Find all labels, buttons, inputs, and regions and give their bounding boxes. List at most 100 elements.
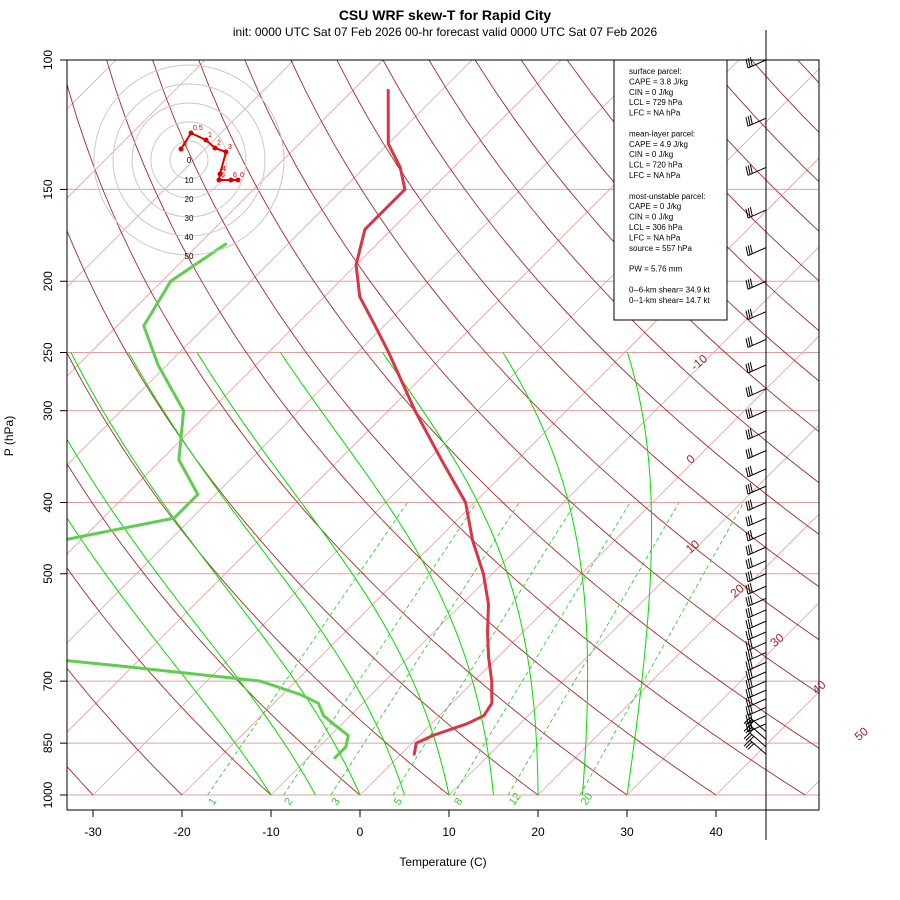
wind-barb-flag (747, 530, 751, 541)
info-line: source = 557 hPa (629, 244, 692, 253)
hodograph-ring-label: 50 (185, 252, 194, 261)
wind-barb-flag (745, 726, 753, 734)
wind-barb-flag (749, 361, 753, 372)
mixing-ratio-label: 3 (329, 796, 342, 808)
wind-barb-flag (745, 651, 749, 661)
wind-barb (747, 364, 767, 374)
wind-barb (747, 652, 767, 661)
dry-adiabat (67, 229, 539, 796)
isotherm-label: 40 (809, 677, 828, 697)
info-line: LCL = 306 hPa (629, 223, 683, 232)
wind-barb-flag (747, 362, 751, 373)
dry-adiabat (844, 60, 900, 795)
hodograph-point-label: 3 (228, 144, 232, 151)
info-line: PW = 5.76 mm (629, 265, 682, 274)
wind-barb-flag (749, 206, 753, 217)
wind-barb (747, 573, 767, 583)
wind-barb-flag (749, 465, 753, 476)
wind-barb-flag (747, 408, 751, 418)
wind-barb (747, 532, 767, 542)
mixing-ratio-line (330, 502, 520, 796)
wind-barb-flag (745, 485, 749, 495)
wind-barb-flag (749, 678, 753, 688)
dry-adiabat (474, 60, 819, 433)
wind-barb-flag (749, 529, 753, 540)
wind-barb (747, 209, 767, 219)
wind-barb-flag (745, 246, 749, 256)
wind-barb (747, 166, 767, 176)
wind-barb-flag (747, 245, 751, 255)
wind-barb-flag (745, 117, 749, 127)
hodograph-ring-label: 40 (185, 233, 194, 242)
wind-barb (747, 410, 767, 420)
wind-barb (747, 620, 767, 630)
wind-barb-flag (749, 483, 753, 493)
wind-barb-flag (745, 559, 749, 569)
wind-barb (749, 739, 767, 755)
dry-adiabat (751, 60, 819, 133)
wind-barb-flag (749, 336, 753, 346)
wind-barb-flag (749, 164, 753, 174)
wind-barb-flag (743, 724, 751, 732)
wind-barb-flag (749, 308, 753, 318)
hodograph-ring (93, 64, 285, 256)
wind-barb-flag (747, 619, 751, 629)
isotherm-label: 10 (683, 537, 702, 557)
wind-barb (747, 311, 767, 321)
mixing-ratio-line (283, 502, 477, 796)
dry-adiabat (67, 567, 272, 796)
y-tick-label: 300 (41, 400, 55, 420)
wind-barb (747, 680, 767, 690)
dry-adiabat (152, 60, 806, 796)
hodograph-point-label: 5 (221, 172, 225, 179)
wind-barb (747, 661, 767, 671)
wind-barb-flag (743, 732, 751, 740)
wind-barb-flag (745, 670, 749, 681)
y-axis-title: P (hPa) (2, 416, 16, 456)
dry-adiabat (106, 60, 717, 796)
info-line: CIN = 0 J/kg (629, 150, 673, 159)
wind-barb-flag (747, 584, 751, 594)
wind-barb-flag (745, 338, 749, 348)
info-line: CAPE = 4.9 J/kg (629, 140, 688, 149)
wind-barb-flag (749, 570, 753, 580)
wind-barb (747, 247, 767, 257)
x-tick-label: -20 (173, 825, 191, 839)
wind-barb-flag (745, 310, 749, 320)
wind-barb-flag (749, 56, 753, 67)
wind-barb-flag (749, 515, 753, 525)
info-line: 0--6-km shear= 34.9 kt (629, 285, 710, 294)
wind-barb-flag (745, 630, 749, 641)
wind-barb-flag (745, 501, 749, 511)
dry-adiabat (67, 462, 361, 796)
wind-barb (747, 546, 767, 556)
isotherm-label: -10 (688, 351, 711, 373)
wind-barb-flag (747, 688, 751, 698)
wind-barb-flag (747, 448, 751, 458)
wind-barb-flag (747, 279, 751, 289)
wind-barb-flag (745, 608, 749, 619)
mixing-ratio-label: 2 (282, 796, 295, 808)
wind-barb-flag (749, 628, 753, 639)
info-line: LFC = NA hPa (629, 233, 681, 242)
isotherm-line (67, 60, 295, 288)
info-line: CAPE = 0 J/kg (629, 202, 681, 211)
wind-barb-flag (747, 660, 751, 670)
wind-barb-flag (749, 385, 753, 395)
isotherm-label: 30 (767, 630, 786, 650)
dry-adiabat (198, 60, 819, 749)
wind-barb-flag (745, 166, 749, 176)
isotherm-line (67, 60, 651, 644)
wind-barb-flag (749, 583, 753, 593)
wind-barb (747, 517, 767, 527)
plot-frame (66, 59, 820, 811)
hodograph-ring-label: 10 (185, 176, 194, 185)
isotherm-line (67, 60, 117, 110)
chart-title: CSU WRF skew-T for Rapid City (338, 7, 552, 23)
wind-barb (747, 631, 767, 641)
moist-adiabat (502, 352, 589, 796)
wind-barb-flag (749, 595, 753, 605)
info-line: most-unstable parcel: (629, 192, 705, 201)
info-line: LCL = 720 hPa (629, 161, 683, 170)
